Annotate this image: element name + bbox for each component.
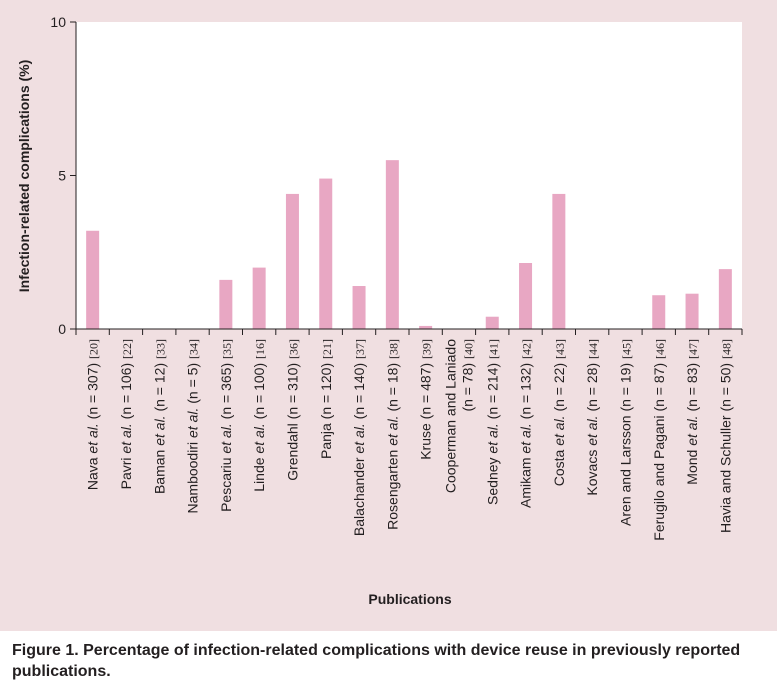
bar-6: [252, 267, 266, 329]
category-label-1: Nava et al. (n = 307) [20]: [85, 339, 101, 490]
category-label-13: Sedney et al. (n = 214) [41]: [484, 339, 500, 505]
category-label-17: Aren and Larsson (n = 19) [45]: [617, 339, 633, 526]
plot-area: [76, 22, 742, 329]
bar-15: [552, 193, 566, 329]
y-axis-title: Infection-related complications (%): [16, 60, 32, 293]
category-label-3: Baman et al. (n = 12) [33]: [151, 339, 167, 494]
category-label-18: Ferugilo and Pagani (n = 87) [46]: [651, 339, 667, 541]
category-label-7: Grendahl (n = 310) [36]: [284, 339, 300, 481]
category-label-4: Namboodiri et al. (n = 5) [34]: [185, 339, 201, 513]
category-label-15: Costa et al. (n = 22) [43]: [551, 339, 567, 486]
category-label-2: Pavri et al. (n = 106) [22]: [118, 339, 134, 489]
y-tick-label-0: 0: [58, 321, 66, 337]
y-tick-label-10: 10: [50, 14, 66, 30]
figure-panel: 0 5 10 Nava et al. (n = 307) [20] Pavri et …: [16, 14, 743, 607]
x-axis-title: Publications: [368, 591, 451, 607]
figure-caption: Figure 1. Percentage of infection-relate…: [12, 640, 765, 682]
bar-18: [652, 295, 666, 329]
y-tick-label-5: 5: [58, 168, 66, 184]
caption-bar: Figure 1. Percentage of infection-relate…: [0, 628, 777, 686]
category-label-10: Rosengarten et al. (n = 18) [38]: [384, 339, 400, 530]
category-label-14: Amikam et al. (n = 132) [42]: [518, 339, 534, 508]
bar-11: [419, 325, 433, 329]
category-label-12-line-2: (n = 78) [40]: [459, 339, 475, 412]
category-labels: Nava et al. (n = 307) [20] Pavri et al. (…: [85, 339, 734, 541]
bar-13: [485, 316, 499, 329]
category-label-6: Linde et al. (n = 100) [16]: [251, 339, 267, 492]
category-label-12-line-1: Cooperman and Laniado: [442, 339, 458, 493]
category-label-19: Mond et al. (n = 83) [47]: [684, 339, 700, 485]
bar-5: [219, 279, 233, 329]
bar-1: [86, 230, 100, 329]
axes-layer: 0 5 10: [50, 14, 743, 337]
bar-7: [285, 193, 299, 329]
category-label-5: Pescariu et al. (n = 365) [35]: [218, 339, 234, 512]
category-label-9: Balachander et al. (n = 140) [37]: [351, 339, 367, 536]
bar-14: [519, 263, 533, 329]
bar-19: [685, 293, 699, 329]
category-label-16: Kovacs et al. (n = 28) [44]: [584, 339, 600, 496]
caption-body: Percentage of infection-related complica…: [12, 642, 741, 680]
bar-chart: 0 5 10 Nava et al. (n = 307) [20] Pavri et …: [16, 14, 743, 607]
caption-prefix: Figure 1.: [12, 642, 79, 659]
bar-10: [385, 160, 399, 329]
bar-8: [319, 178, 333, 329]
bar-9: [352, 286, 366, 329]
bar-20: [718, 269, 732, 329]
category-label-11: Kruse (n = 487) [39]: [418, 339, 434, 460]
category-label-20: Havia and Schuller (n = 50) [48]: [717, 339, 733, 533]
bars-layer: [86, 160, 732, 329]
category-label-8: Panja (n = 120) [21]: [318, 339, 334, 459]
